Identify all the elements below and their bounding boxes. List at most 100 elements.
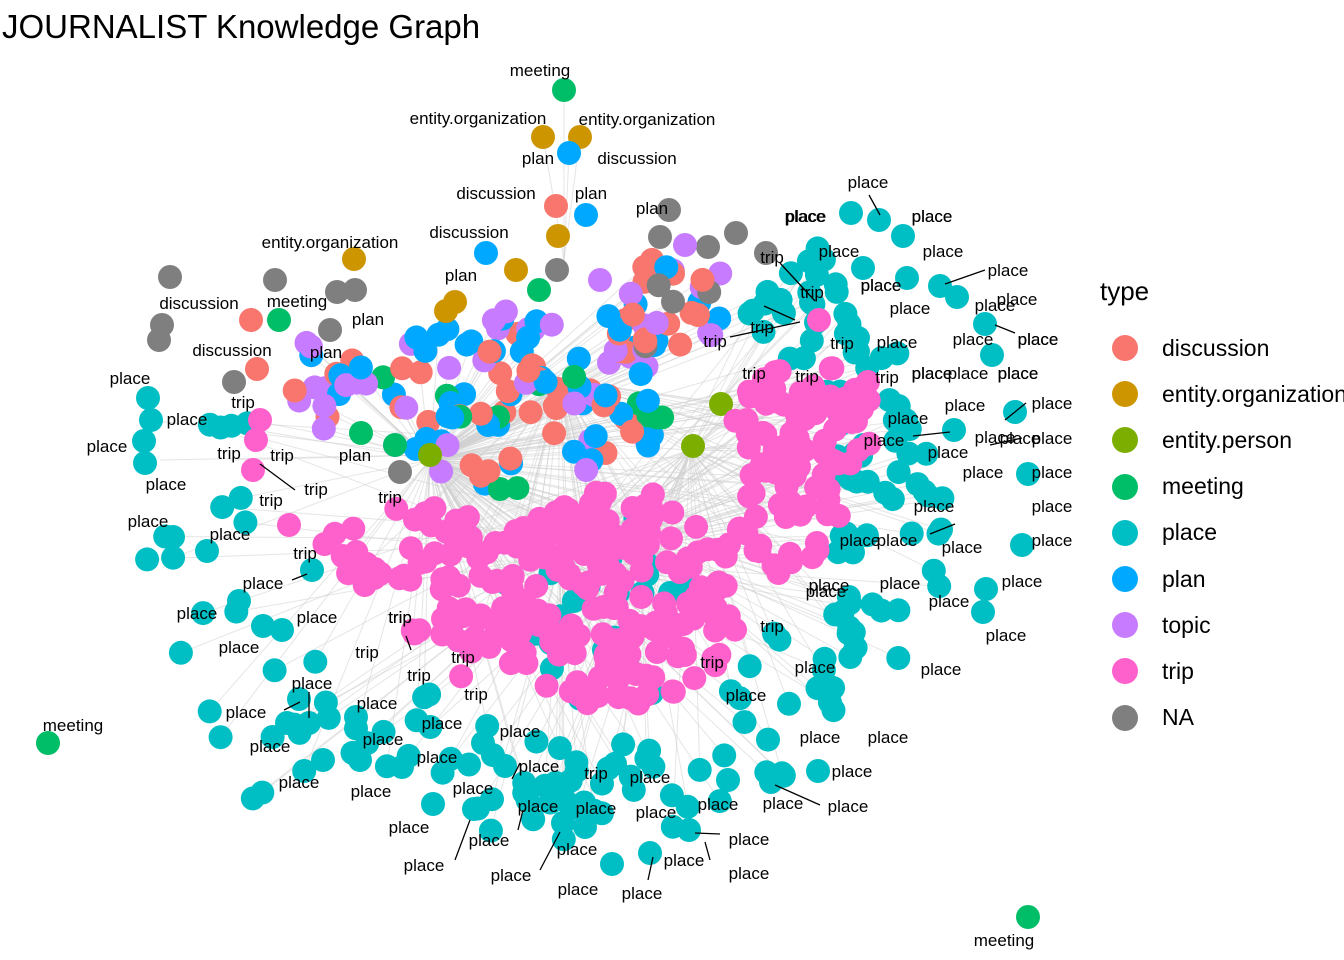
graph-edge [689, 449, 790, 704]
node-label: place [219, 638, 260, 657]
graph-node [805, 538, 830, 562]
graph-node [751, 319, 776, 344]
graph-node [454, 332, 479, 357]
graph-node [837, 591, 862, 616]
graph-node [1016, 462, 1040, 486]
label-leader [729, 321, 801, 338]
graph-node [927, 574, 952, 599]
node-label: trip [464, 685, 488, 704]
graph-node [562, 391, 587, 416]
node-label: entity.organization [410, 109, 547, 128]
node-label: place [357, 694, 398, 713]
graph-node [600, 852, 624, 876]
graph-node [390, 755, 414, 779]
graph-node [494, 604, 519, 629]
graph-node [833, 386, 858, 411]
graph-node [581, 596, 606, 621]
node-label: entity.organization [262, 233, 399, 252]
graph-node [318, 318, 342, 342]
node-label: place [929, 592, 970, 611]
graph-node [681, 434, 705, 458]
graph-node [394, 395, 419, 420]
graph-node [788, 380, 813, 405]
graph-node [534, 673, 559, 698]
node-label: place [819, 242, 860, 261]
node-label: place [1032, 394, 1073, 413]
legend-item-label: meeting [1162, 473, 1244, 500]
graph-node [371, 719, 396, 744]
graph-node [796, 249, 821, 274]
node-label: place [1032, 531, 1073, 550]
graph-node [191, 601, 216, 626]
node-label: place [243, 574, 284, 593]
graph-node [430, 622, 455, 647]
graph-node [604, 594, 629, 619]
graph-node [873, 480, 898, 505]
node-label: place [87, 437, 128, 456]
graph-node [660, 500, 685, 525]
graph-node [139, 408, 163, 432]
graph-node [512, 780, 537, 805]
graph-node [611, 732, 636, 757]
legend-key-dot [1112, 704, 1138, 731]
legend-key-dot [1112, 427, 1138, 454]
graph-node [886, 646, 911, 670]
graph-node [325, 280, 349, 304]
graph-node [753, 422, 778, 447]
graph-node [505, 476, 530, 501]
graph-node [838, 645, 863, 669]
graph-node [629, 558, 654, 583]
graph-node [644, 310, 669, 335]
node-label: place [848, 173, 889, 192]
graph-node [521, 807, 546, 832]
graph-node [718, 679, 743, 704]
node-label: trip [451, 648, 475, 667]
graph-node [980, 343, 1004, 367]
graph-node [743, 538, 768, 563]
node-label: place [840, 531, 881, 550]
graph-node [533, 370, 558, 394]
node-label: meeting [43, 716, 103, 735]
legend-item-label: discussion [1162, 334, 1270, 361]
graph-node [488, 361, 513, 386]
graph-node [161, 545, 186, 570]
graph-node [316, 705, 341, 730]
graph-node [644, 640, 669, 664]
node-label: place [912, 364, 953, 383]
graph-node [421, 792, 445, 816]
graph-node [582, 684, 607, 709]
node-label: trip [231, 393, 255, 412]
node-label: place [785, 207, 826, 226]
node-label: place [809, 576, 850, 595]
legend-item-label: NA [1162, 704, 1194, 731]
node-label: discussion [429, 223, 508, 242]
node-label: place [279, 773, 320, 792]
node-label: place [945, 396, 986, 415]
graph-node [661, 679, 686, 704]
graph-node [855, 469, 880, 494]
label-leader [868, 194, 881, 216]
graph-node [632, 327, 657, 352]
graph-node [562, 364, 587, 389]
graph-node [558, 768, 583, 793]
graph-node [524, 729, 549, 754]
node-label: place [417, 748, 458, 767]
graph-node [928, 274, 952, 298]
node-label: place [226, 703, 267, 722]
graph-node [659, 526, 683, 551]
graph-node [895, 266, 919, 290]
legend-item: place [1100, 510, 1344, 556]
graph-edge [559, 559, 566, 801]
label-leader [259, 463, 296, 491]
label-leader [647, 856, 654, 881]
graph-edge [272, 449, 691, 738]
graph-node [737, 484, 762, 509]
graph-node [471, 731, 495, 755]
graph-node [777, 691, 801, 716]
node-label: place [928, 443, 969, 462]
legend-key-dot [1112, 566, 1138, 593]
graph-node [851, 256, 875, 280]
graph-node [595, 509, 620, 533]
graph-node [558, 679, 583, 704]
graph-node [468, 401, 493, 426]
